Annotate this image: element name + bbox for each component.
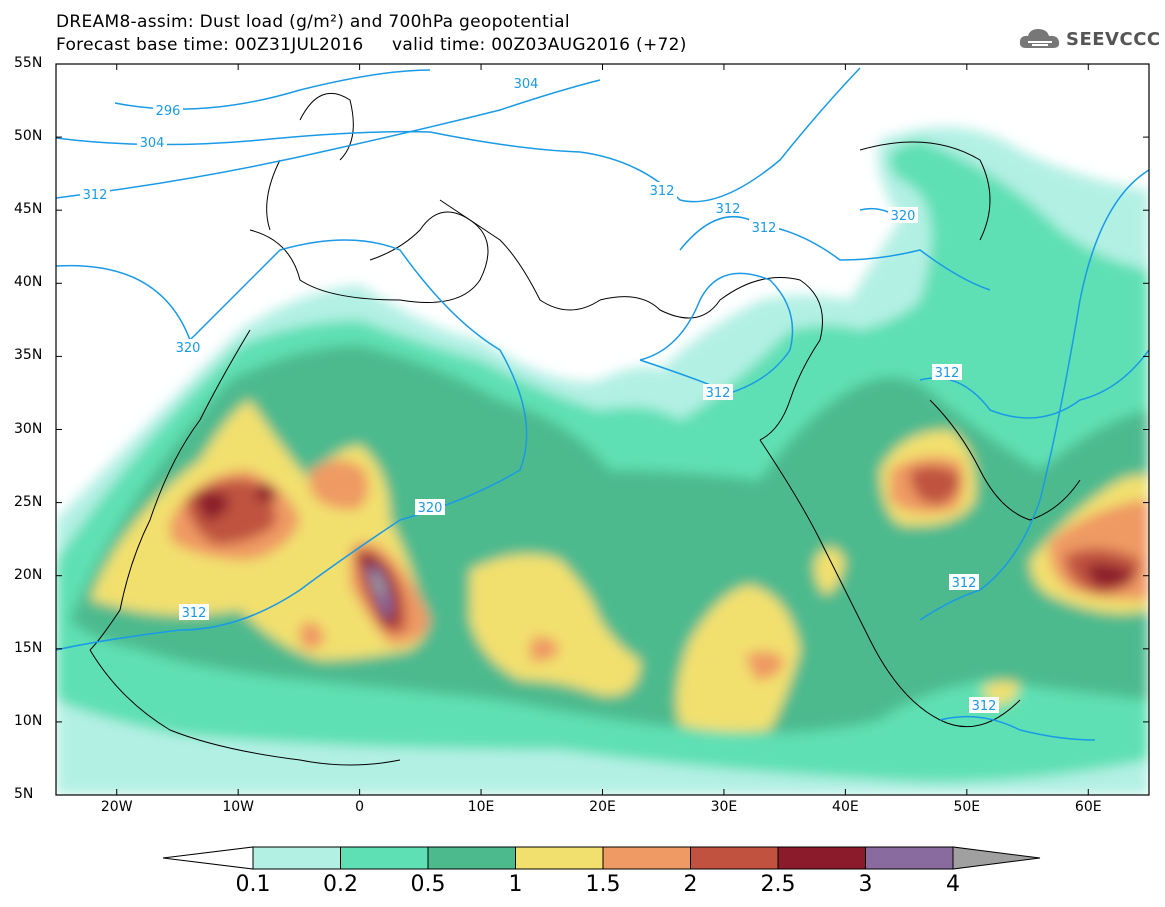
colorbar-label: 0.5 (410, 872, 446, 897)
svg-text:312: 312 (935, 366, 960, 381)
colorbar-label: 4 (946, 872, 960, 897)
colorbar-segment (602, 846, 691, 870)
colorbar-label: 3 (858, 872, 873, 897)
svg-text:312: 312 (706, 386, 731, 401)
dust-band-2.5 (195, 491, 230, 520)
svg-text:312: 312 (182, 606, 207, 621)
svg-text:312: 312 (650, 184, 675, 199)
svg-text:320: 320 (891, 209, 916, 224)
latitude-label: 20N (14, 566, 43, 583)
dust-band-2.5 (255, 483, 278, 502)
colorbar-triangle-low (162, 846, 254, 870)
contour-label: 304 (511, 75, 541, 92)
latitude-label: 35N (14, 347, 43, 364)
axis-ticks (56, 63, 1149, 796)
contour-label: 312 (949, 574, 979, 591)
logo-text: SEEVCCC (1066, 28, 1161, 50)
svg-text:304: 304 (514, 77, 539, 92)
contour-label: 312 (713, 200, 743, 217)
colorbar (162, 846, 1041, 870)
colorbar-label: 2 (683, 872, 698, 897)
contour-label: 320 (888, 207, 918, 224)
colorbar-label: 0.1 (235, 872, 271, 897)
svg-text:320: 320 (418, 501, 443, 516)
colorbar-label: 0.2 (323, 872, 358, 897)
contour-label: 304 (137, 134, 167, 151)
latitude-label: 10N (14, 712, 43, 729)
coastlines (89, 92, 1081, 766)
dust-band-1 (676, 585, 800, 732)
colorbar-segment (427, 846, 516, 870)
longitude-label: 10W (222, 799, 254, 815)
contour-label: 312 (703, 384, 733, 401)
longitude-label: 40E (832, 799, 859, 815)
contour-label: 312 (969, 697, 999, 714)
contour-label: 312 (647, 182, 677, 199)
colorbar-label: 2.5 (760, 872, 796, 897)
contour-label: 312 (749, 219, 779, 236)
svg-text:304: 304 (140, 136, 165, 151)
svg-text:312: 312 (83, 188, 108, 203)
latitude-label: 5N (14, 786, 34, 802)
colorbar-triangle-high (952, 846, 1041, 870)
latitude-label: 40N (14, 274, 43, 291)
colorbar-segment (515, 846, 604, 870)
contour-label: 320 (415, 499, 445, 516)
latitude-label: 50N (14, 128, 43, 145)
contour-label: 320 (173, 339, 203, 356)
contour-label: 312 (179, 604, 209, 621)
longitude-label: 60E (1074, 799, 1102, 815)
colorbar-segment (777, 846, 866, 870)
dust-band-1.5 (300, 622, 325, 649)
svg-text:312: 312 (972, 699, 997, 714)
geopotential-contours (56, 67, 1149, 741)
contour-label: 312 (932, 364, 962, 381)
svg-text:312: 312 (716, 202, 741, 217)
colorbar-segment (865, 846, 954, 870)
svg-text:296: 296 (156, 104, 181, 119)
dust-band-1.5 (530, 636, 560, 662)
longitude-label: 10E (467, 799, 495, 815)
map-subtitle: Forecast base time: 00Z31JUL2016 valid t… (56, 35, 687, 55)
logo: SEEVCCC (1018, 26, 1161, 52)
latitude-label: 55N (14, 55, 43, 71)
colorbar-segment (690, 846, 779, 870)
svg-text:312: 312 (752, 221, 777, 236)
dust-band-2.5 (1085, 563, 1135, 587)
latitude-label: 45N (14, 201, 43, 218)
latitude-label: 30N (14, 420, 43, 437)
dust-band-1 (814, 547, 845, 595)
longitude-label: 0 (355, 799, 365, 815)
longitude-label: 20W (100, 799, 133, 815)
colorbar-label: 1.5 (585, 872, 621, 897)
dust-band-4 (372, 572, 384, 597)
dust-band-1.5 (310, 460, 369, 510)
longitude-label: 20E (589, 799, 616, 815)
map-title: DREAM8-assim: Dust load (g/m²) and 700hP… (56, 12, 570, 32)
dust-band-2 (910, 466, 960, 505)
longitude-label: 50E (953, 799, 981, 815)
colorbar-label: 1 (508, 872, 523, 897)
dust-band-1 (470, 554, 640, 696)
contour-labels: 296 304 304 312 312 312 312 320 320 320 312 312 312 3… (80, 75, 999, 714)
latitude-label: 15N (14, 639, 43, 656)
latitude-label: 25N (14, 493, 43, 510)
colorbar-segment (252, 846, 341, 870)
dust-band-1.5 (745, 651, 785, 680)
cloud-icon (1019, 29, 1060, 48)
svg-text:312: 312 (952, 576, 977, 591)
longitude-label: 30E (710, 799, 738, 815)
contour-label: 312 (80, 186, 110, 203)
svg-text:320: 320 (176, 341, 201, 356)
contour-label: 296 (153, 102, 183, 119)
colorbar-segment (340, 846, 429, 870)
